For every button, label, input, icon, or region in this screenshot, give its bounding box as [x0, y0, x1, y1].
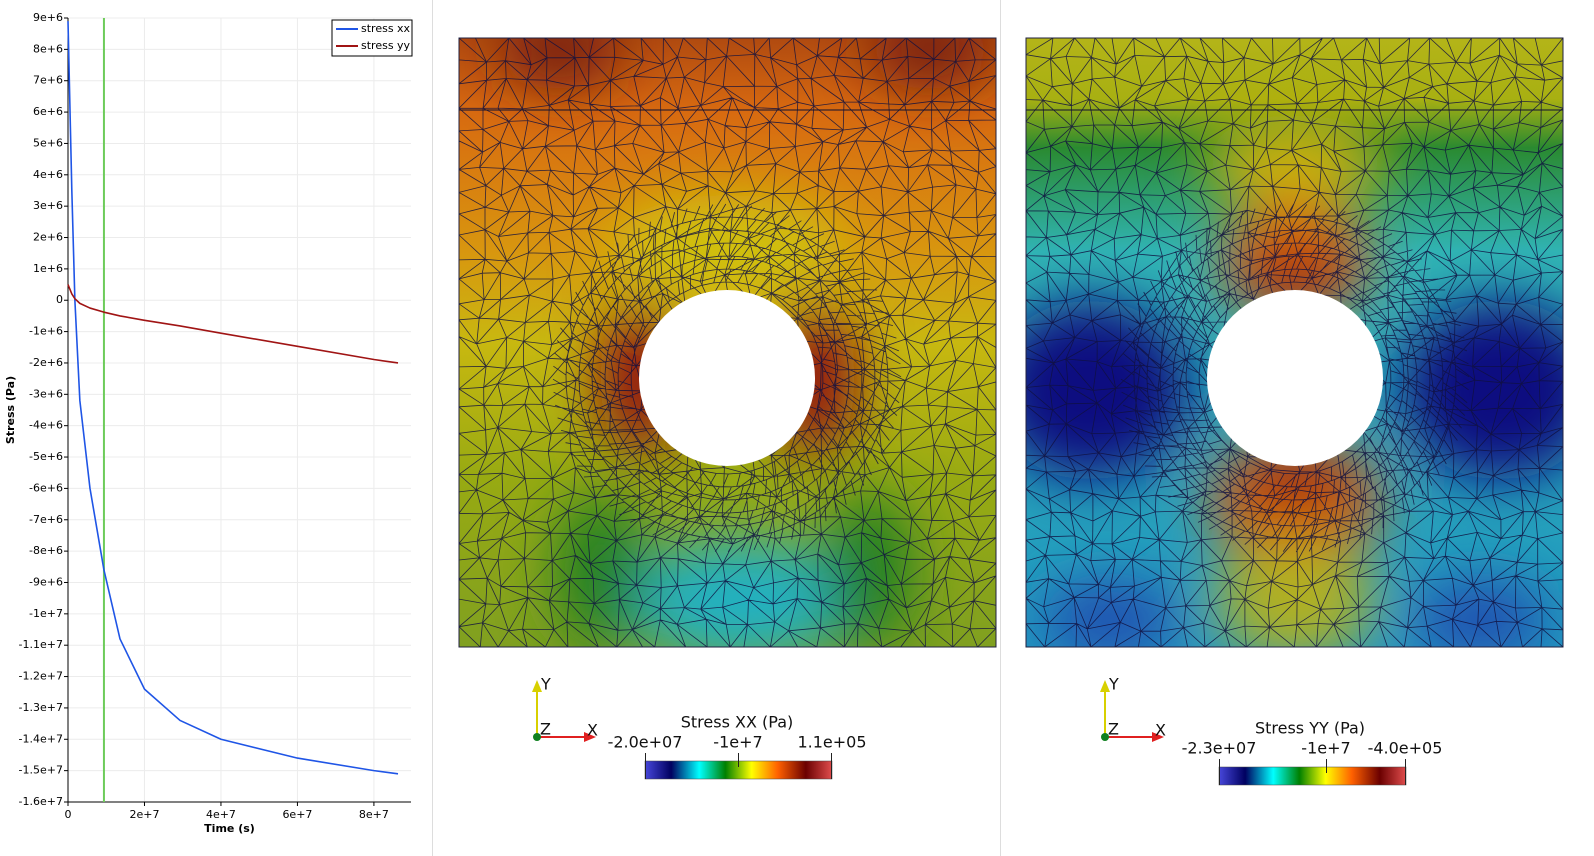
- y-tick-label: -1.2e+7: [19, 670, 63, 683]
- y-tick-label: -7e+6: [29, 513, 63, 526]
- colorbar-label: -4.0e+05: [1368, 739, 1443, 758]
- y-tick-label: 3e+6: [33, 199, 63, 212]
- y-tick-label: 8e+6: [33, 42, 63, 55]
- x-tick-label: 2e+7: [129, 808, 159, 821]
- y-tick-label: -1.4e+7: [19, 732, 63, 745]
- line-series: [67, 21, 399, 775]
- y-tick-label: -9e+6: [29, 575, 63, 588]
- colorbar-title: Stress XX (Pa): [681, 713, 793, 732]
- y-tick-label: -1.1e+7: [19, 638, 63, 651]
- x-tick-label: 0: [65, 808, 72, 821]
- y-tick-label: 1e+6: [33, 262, 63, 275]
- y-tick-label: -1e+6: [29, 325, 63, 338]
- y-tick-label: -1.6e+7: [19, 795, 63, 808]
- line-chart: -1.6e+7 -1.5e+7 -1.4e+7 -1.3e+7 -1.2e+7 -1.1e…: [4, 11, 413, 835]
- y-tick-label: -6e+6: [29, 481, 63, 494]
- y-tick-label: 4e+6: [33, 168, 63, 181]
- colorbar-label: -1e+7: [713, 733, 762, 752]
- y-tick-label: 6e+6: [33, 105, 63, 118]
- colorbar: Stress YY (Pa) -2.3e+07 -1e+7 -4.0e+05: [1182, 719, 1443, 786]
- y-tick-label: -5e+6: [29, 450, 63, 463]
- colorbar-title: Stress YY (Pa): [1255, 719, 1365, 738]
- colorbar-label: 1.1e+05: [797, 733, 866, 752]
- x-axis-label: Time (s): [204, 822, 255, 835]
- axis-label: Y: [540, 675, 551, 694]
- orientation-axes: Y Z X Y Z X: [532, 675, 1166, 742]
- x-tick-label: 6e+7: [282, 808, 312, 821]
- y-tick-label: 2e+6: [33, 231, 63, 244]
- colorbar: Stress XX (Pa) -2.0e+07 -1e+7 1.1e+05: [608, 713, 867, 780]
- axis-label: X: [1155, 721, 1166, 740]
- colorbar-label: -2.3e+07: [1182, 739, 1257, 758]
- colorbar-label: -2.0e+07: [608, 733, 683, 752]
- y-tick-label: -2e+6: [29, 356, 63, 369]
- colorbar-label: -1e+7: [1301, 739, 1350, 758]
- stress-xx-view: [458, 37, 997, 648]
- y-tick-label: 9e+6: [33, 11, 63, 24]
- y-axis-label: Stress (Pa): [4, 376, 17, 444]
- y-tick-label: 7e+6: [33, 74, 63, 87]
- axis-label: X: [587, 721, 598, 740]
- line-series: [67, 284, 399, 364]
- axis-label: Y: [1108, 675, 1119, 694]
- x-tick-label: 4e+7: [206, 808, 236, 821]
- x-tick-label: 8e+7: [359, 808, 389, 821]
- axis-label: Z: [1108, 720, 1119, 739]
- y-tick-label: 0: [56, 293, 63, 306]
- field: [1026, 38, 1563, 647]
- y-tick-label: -1.5e+7: [19, 764, 63, 777]
- legend-label: stress xx: [361, 22, 411, 35]
- legend-label: stress yy: [361, 39, 411, 52]
- axis-label: Z: [540, 720, 551, 739]
- y-tick-label: -1e+7: [29, 607, 63, 620]
- y-tick-label: -3e+6: [29, 387, 63, 400]
- y-tick-label: 5e+6: [33, 136, 63, 149]
- y-tick-label: -4e+6: [29, 419, 63, 432]
- legend-box: [331, 19, 413, 57]
- y-tick-label: -1.3e+7: [19, 701, 63, 714]
- stress-yy-view: [1025, 37, 1564, 648]
- y-tick-label: -8e+6: [29, 544, 63, 557]
